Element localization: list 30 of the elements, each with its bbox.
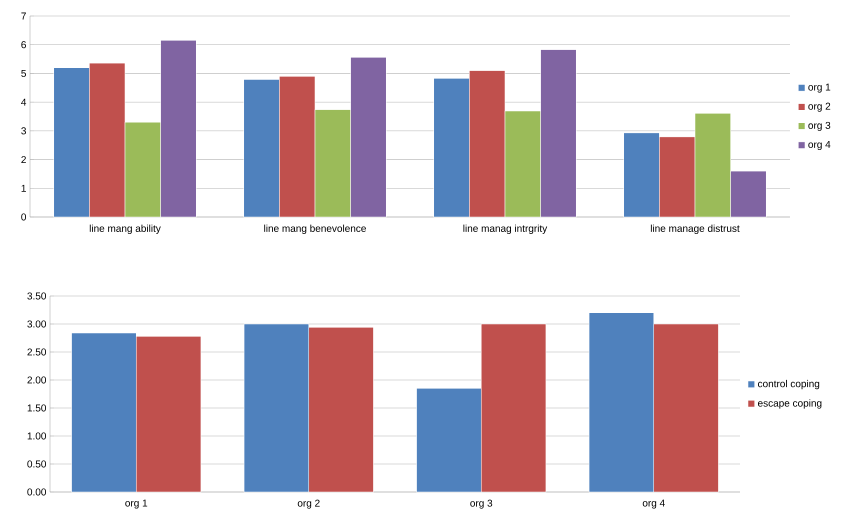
y-tick-label: 0 bbox=[21, 213, 26, 221]
x-tick-label: org 2 bbox=[298, 500, 320, 509]
y-tick-label: 5 bbox=[21, 70, 26, 77]
y-tick-label: 7 bbox=[21, 12, 26, 20]
legend-label: org 1 bbox=[808, 84, 830, 93]
x-tick-label: org 3 bbox=[470, 500, 492, 509]
y-tick-label: 3.00 bbox=[27, 320, 46, 328]
y-tick-label: 1.50 bbox=[28, 404, 46, 412]
y-tick-label: 2.00 bbox=[27, 376, 46, 384]
y-tick-label: 0.50 bbox=[27, 460, 46, 468]
x-tick-label: line mang ability bbox=[90, 224, 161, 234]
x-tick-label: org 1 bbox=[125, 500, 148, 509]
legend-label: org 3 bbox=[808, 122, 830, 131]
legend-label: escape coping bbox=[758, 399, 822, 409]
legend-label: org 4 bbox=[808, 140, 830, 150]
y-tick-label: 1.00 bbox=[28, 432, 46, 440]
y-tick-label: 2 bbox=[21, 156, 26, 164]
legend-label: org 2 bbox=[808, 102, 830, 112]
legend-label: control coping bbox=[758, 380, 820, 390]
y-tick-label: 0.00 bbox=[27, 488, 46, 496]
y-tick-label: 6 bbox=[21, 41, 26, 48]
x-tick-label: line mang benevolence bbox=[264, 224, 366, 234]
y-tick-label: 3 bbox=[21, 127, 26, 134]
x-tick-label: org 4 bbox=[642, 500, 665, 509]
y-tick-label: 4 bbox=[21, 98, 26, 106]
y-tick-label: 3.50 bbox=[27, 292, 46, 300]
y-tick-label: 2.50 bbox=[27, 348, 46, 356]
y-tick-label: 1 bbox=[22, 184, 26, 192]
x-tick-label: line manage distrust bbox=[650, 224, 740, 234]
x-tick-label: line manag intrgrity bbox=[463, 224, 548, 234]
